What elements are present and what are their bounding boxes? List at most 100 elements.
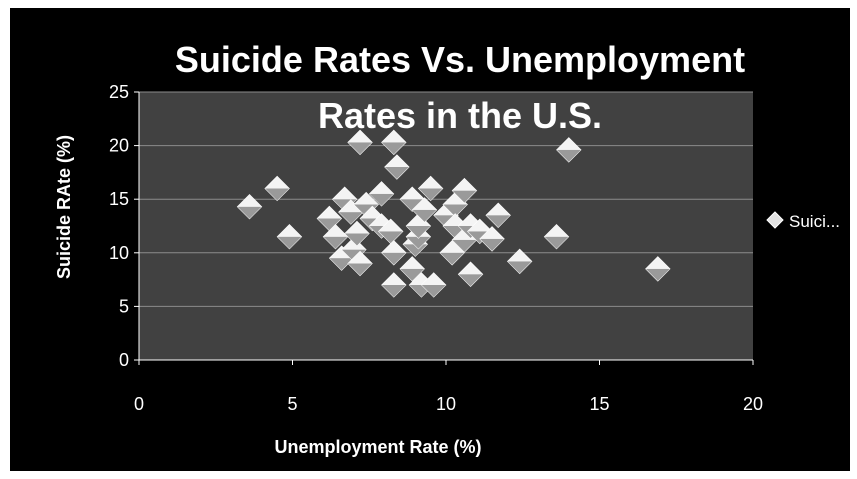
data-points xyxy=(236,129,671,298)
data-point-shade xyxy=(480,238,505,251)
data-point-shade xyxy=(421,284,446,297)
data-point-highlight xyxy=(381,130,406,143)
data-point-20 xyxy=(384,154,410,180)
data-point-shade xyxy=(443,204,468,217)
data-point-highlight xyxy=(381,240,406,253)
data-point-highlight xyxy=(332,187,357,200)
data-point-0 xyxy=(236,193,263,220)
data-point-22 xyxy=(399,256,425,282)
data-point-highlight xyxy=(344,221,369,234)
data-point-19 xyxy=(381,272,407,298)
data-point-31 xyxy=(439,240,465,266)
x-axis-ticks: 0 5 10 15 20 xyxy=(134,360,763,414)
data-point-highlight xyxy=(467,219,492,232)
y-tick-label: 10 xyxy=(109,243,129,263)
data-point-highlight xyxy=(338,200,363,213)
gridlines xyxy=(139,91,753,307)
data-point-shade xyxy=(317,218,342,231)
data-point-highlight xyxy=(458,262,483,275)
data-point-highlight xyxy=(486,203,511,216)
data-point-29 xyxy=(421,272,447,298)
x-tick-label: 0 xyxy=(134,394,144,414)
data-point-shade xyxy=(344,233,369,246)
data-point-highlight xyxy=(360,206,385,219)
data-point-highlight xyxy=(406,214,431,226)
data-point-shade xyxy=(265,188,290,201)
data-point-21 xyxy=(399,186,425,212)
data-point-17 xyxy=(381,129,407,156)
data-point-43 xyxy=(556,137,582,163)
data-point-highlight xyxy=(323,224,348,237)
x-tick-label: 20 xyxy=(743,394,763,414)
data-point-shade xyxy=(418,188,443,201)
data-point-highlight xyxy=(341,237,366,250)
data-point-shade xyxy=(378,231,403,244)
data-point-shade xyxy=(406,226,431,238)
data-point-2 xyxy=(276,224,303,250)
data-point-shade xyxy=(348,142,373,155)
data-point-shade xyxy=(400,268,425,281)
data-point-highlight xyxy=(544,224,569,237)
data-point-highlight xyxy=(384,155,409,168)
data-point-shade xyxy=(440,252,465,265)
data-point-shade xyxy=(237,206,262,219)
data-point-highlight xyxy=(348,130,373,143)
data-point-40 xyxy=(485,202,511,228)
data-point-shade xyxy=(400,199,425,212)
data-point-highlight xyxy=(354,192,379,205)
data-point-shade xyxy=(384,167,409,180)
data-point-highlight xyxy=(645,256,670,269)
data-point-highlight xyxy=(480,226,505,239)
data-point-shade xyxy=(452,190,477,203)
data-point-shade xyxy=(452,239,477,252)
data-point-4 xyxy=(322,224,349,250)
y-tick-label: 20 xyxy=(109,136,129,156)
data-point-shade xyxy=(338,212,363,225)
x-tick-label: 10 xyxy=(436,394,456,414)
data-point-shade xyxy=(645,268,670,281)
data-point-37 xyxy=(457,261,484,287)
data-point-shade xyxy=(544,236,569,249)
data-point-highlight xyxy=(452,178,477,191)
x-tick-label: 15 xyxy=(589,394,609,414)
data-point-shade xyxy=(381,252,406,265)
data-point-shade xyxy=(486,215,511,228)
data-point-highlight xyxy=(421,272,446,285)
data-point-42 xyxy=(543,224,570,250)
data-point-shade xyxy=(403,244,428,257)
data-point-highlight xyxy=(556,137,581,150)
data-point-39 xyxy=(479,226,505,252)
data-point-highlight xyxy=(369,181,394,194)
data-point-16 xyxy=(378,218,404,245)
data-point-27 xyxy=(411,197,438,223)
y-tick-label: 5 xyxy=(119,296,129,316)
data-point-highlight xyxy=(378,219,403,232)
data-point-shade xyxy=(323,236,348,249)
data-point-highlight xyxy=(348,251,373,264)
data-point-shade xyxy=(348,263,373,276)
legend-entry-label: Suici... xyxy=(789,212,840,231)
data-point-highlight xyxy=(400,187,425,200)
data-point-highlight xyxy=(418,176,443,189)
data-point-shade xyxy=(556,149,581,162)
data-point-9 xyxy=(344,220,370,247)
data-point-highlight xyxy=(277,224,302,237)
data-point-shade xyxy=(369,193,394,206)
chart-title-line-2: Rates in the U.S. xyxy=(318,95,602,136)
data-point-1 xyxy=(264,175,290,202)
y-axis-ticks: 0 5 10 15 20 25 xyxy=(109,82,139,370)
chart-title-line-1: Suicide Rates Vs. Unemployment xyxy=(175,39,745,80)
data-point-41 xyxy=(506,248,533,275)
data-point-shade xyxy=(406,236,431,249)
data-point-highlight xyxy=(440,240,465,253)
data-point-shade xyxy=(507,261,532,274)
y-tick-label: 25 xyxy=(109,82,129,102)
y-axis-title: Suicide RAte (%) xyxy=(54,135,74,279)
data-point-highlight xyxy=(265,176,290,189)
data-point-44 xyxy=(645,256,671,282)
legend: Suici... xyxy=(766,211,840,231)
data-point-10 xyxy=(347,129,373,156)
data-point-shade xyxy=(329,258,354,271)
data-point-shade xyxy=(381,284,406,297)
data-point-highlight xyxy=(412,197,437,210)
